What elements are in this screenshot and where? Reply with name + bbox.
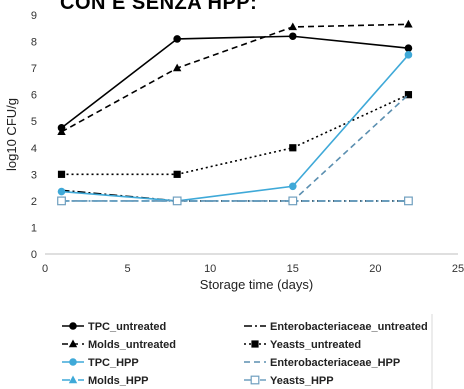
legend-label: Yeasts_HPP bbox=[270, 375, 334, 387]
legend-marker bbox=[250, 375, 260, 385]
legend-label: Enterobacteriaceae_HPP bbox=[270, 357, 400, 369]
series-line bbox=[61, 35, 409, 129]
data-point bbox=[289, 144, 297, 152]
series-Yeasts_untreated bbox=[57, 91, 413, 178]
data-point bbox=[288, 22, 297, 31]
chart-axes: 0 1 2 3 4 5 6 7 8 9 0 5 10 15 20 25 Storage time (days) l… bbox=[4, 10, 464, 292]
legend-label: Yeasts_untreated bbox=[270, 339, 361, 351]
legend-marker bbox=[68, 375, 78, 384]
legend-item: Yeasts_HPP bbox=[244, 375, 334, 387]
data-point bbox=[172, 196, 182, 206]
legend-marker bbox=[251, 340, 259, 348]
data-point bbox=[289, 32, 297, 41]
data-point bbox=[404, 91, 413, 99]
data-point bbox=[289, 182, 297, 191]
y-tick-label: 4 bbox=[31, 143, 37, 155]
y-tick-label: 1 bbox=[31, 222, 37, 234]
data-point bbox=[57, 187, 66, 196]
x-tick-label: 25 bbox=[452, 263, 464, 275]
series-line bbox=[61, 23, 409, 133]
series-Molds_untreated bbox=[57, 19, 413, 136]
legend-item: TPC_HPP bbox=[62, 357, 139, 369]
legend-item: Yeasts_untreated bbox=[244, 339, 361, 351]
legend-item: Molds_HPP bbox=[62, 375, 149, 387]
chart-legend: TPC_untreated Enterobacteriaceae_untreate… bbox=[62, 314, 433, 389]
y-tick-label: 9 bbox=[31, 10, 37, 22]
legend-item: Enterobacteriaceae_untreated bbox=[244, 321, 428, 333]
data-point bbox=[404, 51, 413, 59]
data-point bbox=[404, 19, 413, 28]
y-tick-label: 8 bbox=[31, 37, 37, 49]
y-axis-label: log10 CFU/g bbox=[4, 98, 19, 171]
series-line bbox=[61, 93, 409, 176]
y-tick-label: 0 bbox=[31, 249, 37, 261]
legend-item: Enterobacteriaceae_HPP bbox=[244, 357, 400, 369]
legend-label: TPC_untreated bbox=[88, 321, 166, 333]
legend-label: Enterobacteriaceae_untreated bbox=[270, 321, 428, 333]
x-tick-label: 15 bbox=[287, 263, 299, 275]
data-point bbox=[404, 44, 413, 52]
y-tick-label: 7 bbox=[31, 63, 37, 75]
x-axis-label: Storage time (days) bbox=[200, 277, 313, 292]
data-point bbox=[172, 63, 182, 72]
series-line bbox=[61, 54, 410, 202]
series-Enterobacteriaceae_HPP bbox=[61, 94, 409, 202]
x-tick-label: 0 bbox=[42, 263, 48, 275]
series-Yeasts_HPP bbox=[57, 196, 413, 206]
data-point bbox=[404, 196, 413, 206]
data-point bbox=[57, 196, 66, 206]
legend-label: Molds_untreated bbox=[88, 339, 176, 351]
legend-item: Molds_untreated bbox=[62, 339, 176, 351]
series-TPC_untreated bbox=[57, 32, 413, 132]
y-tick-label: 5 bbox=[31, 116, 37, 128]
series-line bbox=[61, 94, 409, 202]
data-point bbox=[288, 196, 298, 206]
legend-label: Molds_HPP bbox=[88, 375, 149, 387]
legend-marker bbox=[69, 322, 77, 330]
legend-item: TPC_untreated bbox=[62, 321, 166, 333]
legend-marker bbox=[68, 339, 78, 348]
y-tick-label: 3 bbox=[31, 169, 37, 181]
series-TPC_HPP bbox=[57, 51, 413, 205]
data-point bbox=[57, 127, 66, 136]
data-point bbox=[173, 170, 181, 178]
x-tick-label: 10 bbox=[204, 263, 216, 275]
data-point bbox=[173, 35, 181, 43]
x-tick-label: 5 bbox=[125, 263, 131, 275]
chart-series bbox=[57, 19, 413, 206]
legend-marker bbox=[69, 358, 77, 366]
y-tick-label: 6 bbox=[31, 90, 37, 102]
legend-label: TPC_HPP bbox=[88, 357, 139, 369]
data-point bbox=[57, 170, 66, 178]
y-tick-label: 2 bbox=[31, 196, 37, 208]
x-tick-label: 20 bbox=[369, 263, 381, 275]
chart-title: CON E SENZA HPP: bbox=[60, 0, 258, 14]
